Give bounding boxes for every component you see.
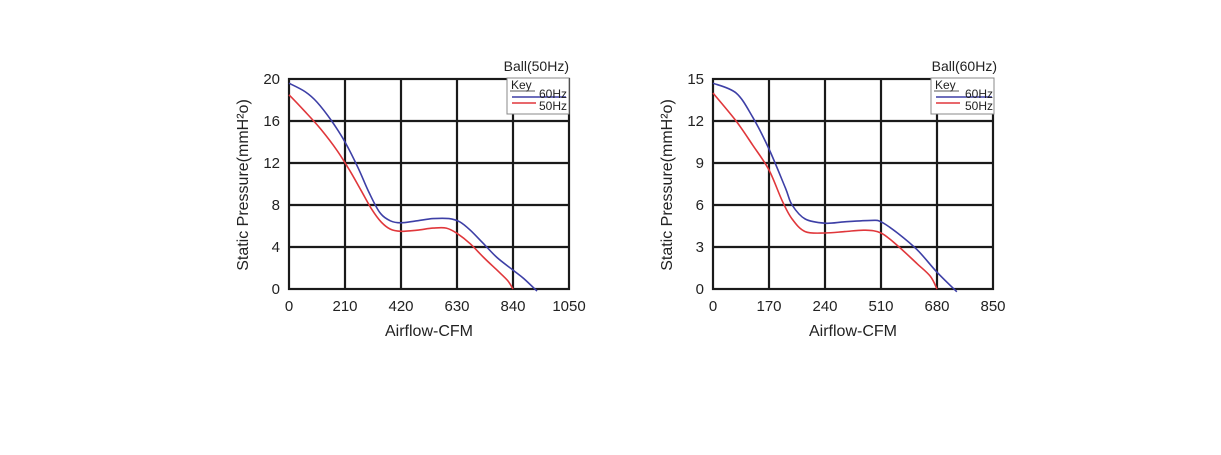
x-tick-labels: 0 170 240 510 680 850: [709, 298, 1006, 315]
chart-title: Ball(50Hz): [504, 58, 569, 74]
y-tick-label: 3: [696, 239, 704, 256]
y-axis-label: Static Pressure(mmH²o): [659, 99, 676, 271]
x-tick-label: 510: [868, 298, 893, 315]
x-tick-labels: 0 210 420 630 840 1050: [285, 298, 586, 315]
plot-frame: [711, 77, 995, 291]
legend-box: [506, 77, 570, 115]
x-axis-label: Airflow-CFM: [385, 323, 473, 340]
grid: [287, 77, 571, 291]
chart-ball-50hz: Ball(50Hz) Key 60Hz 50Hz 0 210 420 630 840 10…: [235, 58, 586, 340]
grid: [711, 77, 995, 291]
x-axis-label: Airflow-CFM: [809, 323, 897, 340]
x-tick-label: 240: [812, 298, 837, 315]
series-lines: [712, 82, 958, 293]
y-tick-label: 6: [696, 197, 704, 214]
y-tick-label: 0: [272, 281, 280, 298]
y-tick-label: 8: [272, 197, 280, 214]
y-tick-labels: 15 12 9 6 3 0: [687, 71, 704, 298]
x-tick-label: 850: [980, 298, 1005, 315]
plot-frame: [287, 77, 571, 291]
x-tick-label: 0: [709, 298, 717, 315]
series-line-60hz: [288, 82, 538, 292]
legend-label-50hz: 50Hz: [965, 99, 993, 113]
y-tick-label: 0: [696, 281, 704, 298]
x-tick-label: 170: [756, 298, 781, 315]
y-tick-label: 12: [687, 113, 704, 130]
legend: Key 60Hz 50Hz: [930, 77, 995, 115]
legend: Key 60Hz 50Hz: [506, 77, 570, 115]
legend-title: Key: [935, 78, 956, 92]
x-tick-label: 840: [500, 298, 525, 315]
x-tick-label: 1050: [552, 298, 585, 315]
y-tick-label: 15: [687, 71, 704, 88]
x-tick-label: 210: [332, 298, 357, 315]
series-line-60hz: [712, 82, 958, 293]
chart-title: Ball(60Hz): [932, 58, 997, 74]
series-lines: [288, 82, 538, 292]
y-tick-labels: 20 16 12 8 4 0: [263, 71, 280, 298]
x-tick-label: 680: [924, 298, 949, 315]
y-tick-label: 12: [263, 155, 280, 172]
y-tick-label: 16: [263, 113, 280, 130]
y-axis-label: Static Pressure(mmH²o): [235, 99, 252, 271]
chart-ball-60hz: Ball(60Hz) Key 60Hz 50Hz 0 170 240 510 680 85…: [659, 58, 1006, 340]
y-tick-label: 9: [696, 155, 704, 172]
legend-label-60hz: 60Hz: [539, 87, 567, 101]
y-tick-label: 4: [272, 239, 280, 256]
series-line-50hz: [712, 92, 938, 290]
legend-title: Key: [511, 78, 532, 92]
legend-label-50hz: 50Hz: [539, 99, 567, 113]
y-tick-label: 20: [263, 71, 280, 88]
x-tick-label: 630: [444, 298, 469, 315]
x-tick-label: 420: [388, 298, 413, 315]
legend-box: [930, 77, 995, 115]
series-line-50hz: [288, 94, 514, 290]
legend-label-60hz: 60Hz: [965, 87, 993, 101]
x-tick-label: 0: [285, 298, 293, 315]
